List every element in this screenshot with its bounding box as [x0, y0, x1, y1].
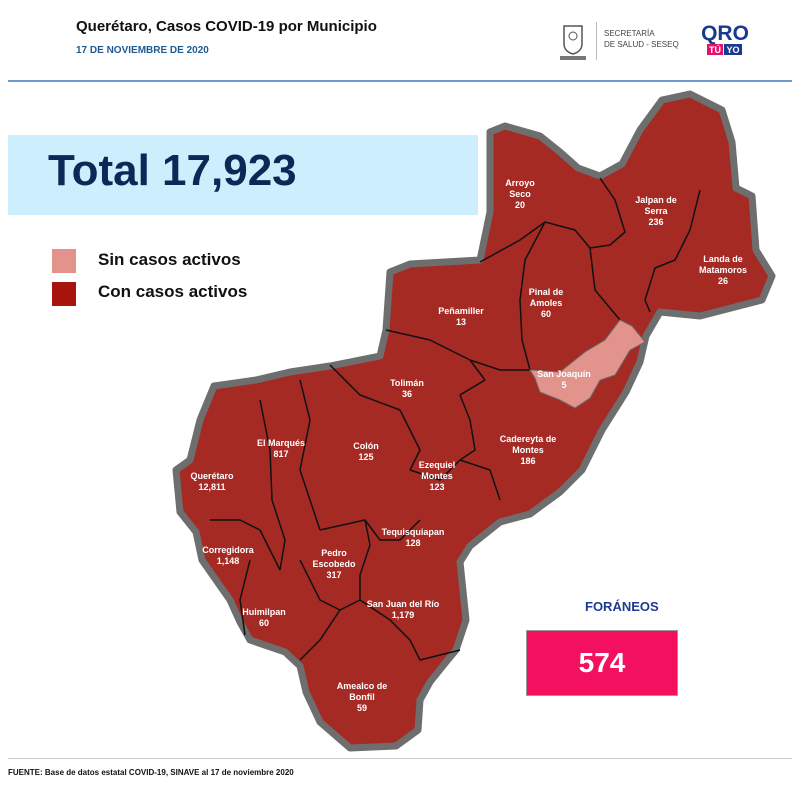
municipality-name: Tolimán: [390, 378, 424, 388]
municipality-label: Colón 125: [353, 441, 379, 462]
case-count: 5: [561, 380, 566, 390]
municipality-name: Serra: [644, 206, 668, 216]
municipality-name: Peñamiller: [438, 306, 484, 316]
case-count: 60: [541, 309, 551, 319]
case-count: 12,811: [198, 482, 225, 492]
municipality-name: Landa de: [703, 254, 743, 264]
municipality-name: Pedro: [321, 548, 347, 558]
legend-label-inactive: Sin casos activos: [98, 250, 241, 269]
municipality-name: Arroyo: [505, 178, 535, 188]
municipality-name: Bonfil: [349, 692, 375, 702]
municipality-label: Cadereyta de Montes 186: [500, 434, 557, 466]
svg-text:YO: YO: [726, 45, 739, 55]
foraneos-label: FORÁNEOS: [585, 599, 659, 614]
case-count: 123: [429, 482, 444, 492]
case-count: 128: [405, 538, 420, 548]
municipality-name: Montes: [512, 445, 544, 455]
secretaria-line1: SECRETARÍA: [604, 29, 655, 38]
legend-swatch-inactive: [52, 249, 76, 273]
municipality-name: Querétaro: [190, 471, 234, 481]
case-count: 26: [718, 276, 728, 286]
municipality-name: Ezequiel: [419, 460, 456, 470]
municipality-name: San Juan del Río: [367, 599, 440, 609]
footer-rule: [8, 758, 792, 759]
municipality-label: Arroyo Seco 20: [505, 178, 535, 210]
municipality-name: Seco: [509, 189, 531, 199]
case-count: 36: [402, 389, 412, 399]
municipality-label: Landa de Matamoros 26: [699, 254, 747, 286]
secretaria-line2: DE SALUD - SESEQ: [604, 40, 679, 49]
municipality-label: Ezequiel Montes 123: [419, 460, 456, 492]
san-joaquin-region: [529, 319, 646, 409]
municipality-label: Tequisquiapan 128: [382, 527, 445, 548]
case-count: 186: [520, 456, 535, 466]
municipality-label: Jalpan de Serra 236: [635, 195, 677, 227]
municipality-label: Peñamiller 13: [438, 306, 484, 327]
foraneos-box: 574: [526, 630, 678, 696]
source-note: FUENTE: Base de datos estatal COVID-19, …: [8, 768, 294, 777]
header-rule: [8, 80, 792, 82]
state-outline: [172, 90, 776, 752]
case-count: 125: [358, 452, 373, 462]
report-date: 17 DE NOVIEMBRE DE 2020: [76, 45, 209, 56]
total-banner: [8, 135, 478, 215]
municipality-label: Querétaro 12,811: [190, 471, 234, 492]
legend-label-active: Con casos activos: [98, 282, 248, 301]
municipality-name: Matamoros: [699, 265, 747, 275]
case-count: 60: [259, 618, 269, 628]
municipality-label: San Joaquín 5: [537, 369, 591, 390]
municipality-name: Cadereyta de: [500, 434, 557, 444]
municipality-label: Corregidora 1,148: [202, 545, 255, 566]
municipality-name: Pinal de: [529, 287, 564, 297]
municipality-labels: Arroyo Seco 20 Jalpan de Serra 236 Landa de Mat…: [190, 178, 747, 713]
government-seal-logo: [560, 25, 586, 60]
municipality-name: Tequisquiapan: [382, 527, 445, 537]
municipality-name: Colón: [353, 441, 379, 451]
municipality-label: El Marqués 817: [257, 438, 305, 459]
municipality-label: Pedro Escobedo 317: [312, 548, 356, 580]
municipality-label: Huimilpan 60: [242, 607, 286, 628]
case-count: 1,148: [217, 556, 240, 566]
qro-tu-yo-logo: QRO TÚ YO: [701, 22, 749, 55]
case-count: 236: [648, 217, 663, 227]
case-count: 13: [456, 317, 466, 327]
secretaria-logo-text: SECRETARÍA DE SALUD - SESEQ: [604, 28, 679, 50]
svg-text:QRO: QRO: [701, 22, 749, 45]
municipality-label: San Juan del Río 1,179: [367, 599, 440, 620]
municipality-label: Pinal de Amoles 60: [529, 287, 564, 319]
municipality-name: Escobedo: [312, 559, 356, 569]
case-count: 59: [357, 703, 367, 713]
municipality-name: Corregidora: [202, 545, 255, 555]
municipality-name: San Joaquín: [537, 369, 591, 379]
case-count: 20: [515, 200, 525, 210]
case-count: 1,179: [392, 610, 415, 620]
legend-swatch-active: [52, 282, 76, 306]
total-cases: Total 17,923: [48, 146, 297, 195]
municipality-label: Amealco de Bonfil 59: [337, 681, 388, 713]
municipality-name: Amoles: [530, 298, 563, 308]
foraneos-value: 574: [578, 647, 626, 678]
municipality-name: Huimilpan: [242, 607, 286, 617]
logo-divider: [596, 22, 597, 60]
svg-text:TÚ: TÚ: [709, 44, 721, 55]
municipality-name: Montes: [421, 471, 453, 481]
municipality-label: Tolimán 36: [390, 378, 424, 399]
case-count: 317: [326, 570, 341, 580]
municipality-name: Jalpan de: [635, 195, 677, 205]
municipality-name: Amealco de: [337, 681, 388, 691]
municipality-name: El Marqués: [257, 438, 305, 448]
case-count: 817: [273, 449, 288, 459]
page-title: Querétaro, Casos COVID-19 por Municipio: [76, 18, 377, 35]
